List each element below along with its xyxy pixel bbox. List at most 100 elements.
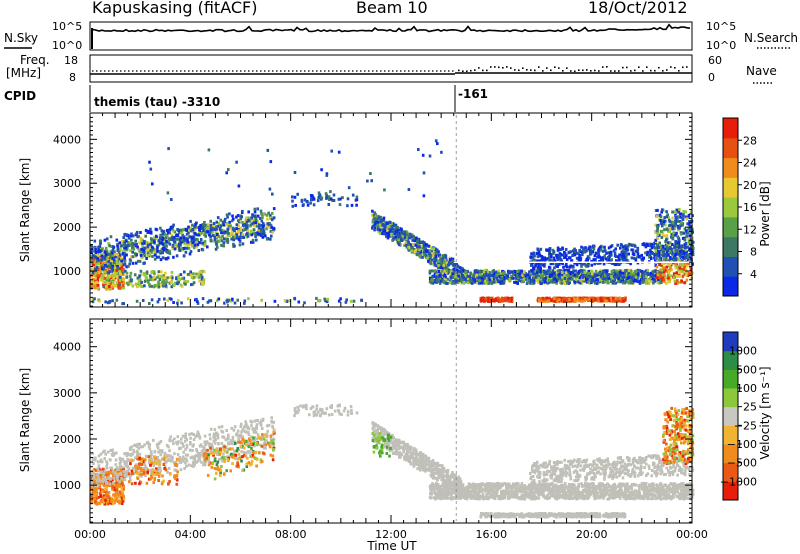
range-cell xyxy=(565,298,569,301)
range-cell xyxy=(189,250,193,254)
range-cell xyxy=(478,281,481,285)
range-cell xyxy=(373,216,376,220)
range-cell xyxy=(452,263,455,267)
power-data xyxy=(90,115,695,306)
range-cell xyxy=(461,273,465,277)
range-cell xyxy=(99,258,102,262)
range-cell xyxy=(614,263,617,267)
range-cell xyxy=(182,236,186,240)
range-cell xyxy=(214,247,218,251)
range-cell xyxy=(216,233,219,236)
range-cell xyxy=(184,250,188,254)
range-cell xyxy=(393,232,397,236)
range-cell xyxy=(680,245,683,249)
range-cell xyxy=(649,272,652,275)
range-cell xyxy=(114,490,118,494)
range-cell xyxy=(175,254,179,258)
nave-dot xyxy=(526,69,528,71)
range-cell xyxy=(398,240,401,244)
range-cell xyxy=(435,248,439,252)
range-cell xyxy=(143,261,146,265)
range-cell xyxy=(461,269,465,273)
range-cell xyxy=(317,191,321,195)
range-cell xyxy=(260,230,263,233)
range-cell xyxy=(645,253,649,257)
range-cell xyxy=(225,298,229,302)
range-cell xyxy=(666,245,670,249)
range-cell xyxy=(476,271,479,275)
range-cell xyxy=(686,222,689,226)
range-cell xyxy=(515,274,519,278)
range-cell xyxy=(445,270,448,274)
range-cell xyxy=(580,269,584,273)
range-cell xyxy=(294,203,297,207)
range-cell xyxy=(99,278,103,282)
range-cell xyxy=(188,235,191,239)
range-cell xyxy=(140,238,143,242)
range-cell xyxy=(629,243,632,247)
range-cell xyxy=(657,233,661,237)
range-cell xyxy=(434,276,438,279)
range-cell xyxy=(122,302,125,306)
nave-dot xyxy=(554,66,556,68)
range-cell xyxy=(495,273,498,277)
range-cell xyxy=(176,234,180,237)
range-cell xyxy=(378,223,382,227)
range-cell xyxy=(386,236,390,240)
range-cell xyxy=(635,269,638,273)
range-cell xyxy=(424,243,428,246)
range-cell xyxy=(618,253,621,257)
range-cell xyxy=(684,253,687,257)
range-cell xyxy=(420,241,423,244)
range-cell xyxy=(260,219,264,223)
range-cell xyxy=(505,276,509,280)
range-cell xyxy=(127,240,130,244)
range-cell xyxy=(168,237,171,241)
n-search-tick-top: 10^5 xyxy=(706,20,736,33)
range-cell xyxy=(390,221,393,225)
range-cell xyxy=(652,281,655,285)
cpid-label: CPID xyxy=(4,89,36,103)
range-cell xyxy=(687,244,690,248)
range-cell xyxy=(125,248,129,252)
range-cell xyxy=(665,258,668,261)
range-cell xyxy=(215,299,219,303)
nave-dot xyxy=(650,69,652,72)
range-cell xyxy=(404,230,407,234)
range-cell xyxy=(529,280,532,284)
range-cell xyxy=(164,257,168,261)
range-cell xyxy=(485,281,488,285)
range-cell xyxy=(171,236,174,240)
range-cell xyxy=(599,246,602,249)
range-cell xyxy=(337,299,341,303)
range-cell xyxy=(671,216,674,220)
range-cell xyxy=(584,270,587,274)
range-cell xyxy=(291,195,294,199)
range-cell xyxy=(530,252,533,256)
range-cell xyxy=(591,297,595,301)
range-cell xyxy=(195,225,198,229)
range-cell xyxy=(532,267,536,271)
range-cell xyxy=(92,254,95,258)
range-cell xyxy=(451,269,455,273)
range-cell xyxy=(205,227,209,231)
range-cell xyxy=(164,282,168,286)
range-cell xyxy=(669,261,673,265)
range-cell xyxy=(207,148,211,152)
range-cell xyxy=(657,251,661,255)
range-cell xyxy=(683,262,687,266)
range-cell xyxy=(663,223,667,227)
range-cell xyxy=(109,235,113,239)
range-cell xyxy=(667,270,671,274)
range-cell xyxy=(494,298,497,302)
range-cell xyxy=(588,245,591,249)
range-cell xyxy=(482,270,486,274)
range-cell xyxy=(385,232,389,236)
range-cell xyxy=(509,299,513,303)
range-cell xyxy=(428,252,431,256)
range-cell xyxy=(607,246,611,250)
range-cell xyxy=(174,243,178,247)
range-cell xyxy=(238,243,242,247)
range-cell xyxy=(675,281,679,285)
range-cell xyxy=(449,276,453,280)
